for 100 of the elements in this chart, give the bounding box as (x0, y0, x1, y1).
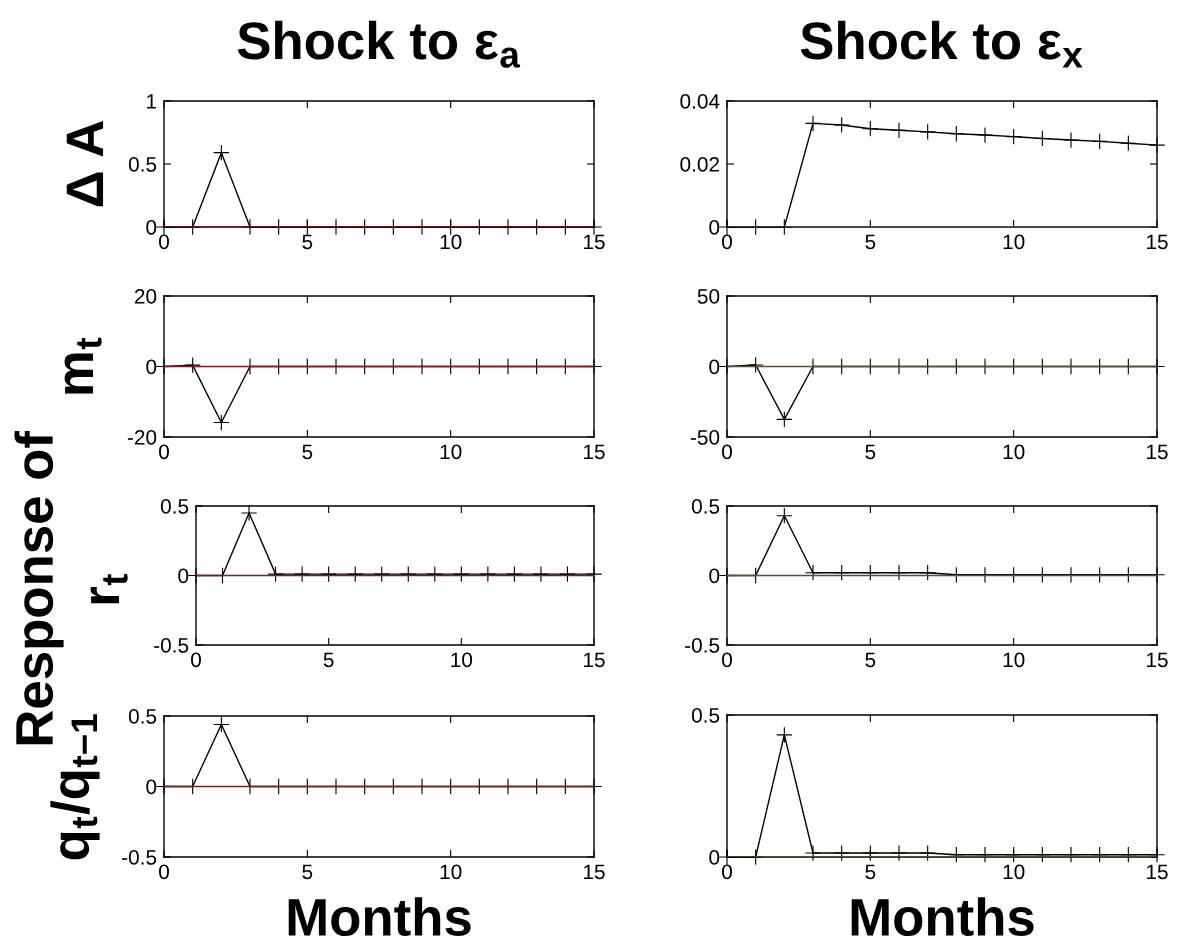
y-tick-label: 0.5 (691, 499, 720, 514)
point (919, 844, 936, 862)
x-axis-title: Months (288, 897, 471, 937)
y-tick-label: 0.5 (128, 157, 157, 172)
y-tick-label: -0.5 (685, 638, 720, 653)
point (833, 116, 850, 134)
point (1120, 135, 1137, 152)
point (320, 565, 337, 583)
x-tick-label: 5 (302, 864, 313, 880)
x-tick-label: 15 (584, 652, 605, 668)
point (1034, 846, 1051, 863)
x-tick-label: 10 (440, 444, 462, 460)
x-tick-label: 5 (865, 652, 876, 668)
y-axis-title: m$_{t}$ (64, 337, 102, 394)
point (426, 565, 443, 583)
y-tick-label: 0 (709, 359, 720, 375)
x-tick-label: 15 (584, 234, 605, 250)
x-tick-label: 5 (865, 444, 876, 460)
y-tick-label: 0.5 (128, 709, 157, 724)
x-tick-label: 10 (451, 652, 473, 668)
point (948, 125, 965, 142)
point (747, 356, 764, 374)
point (976, 126, 994, 144)
point (1005, 128, 1022, 145)
x-tick-label: 10 (440, 864, 462, 880)
y-tick-label: 1 (147, 94, 157, 109)
y-tick-label: -50 (690, 430, 720, 445)
point (1091, 133, 1108, 150)
point (400, 565, 417, 583)
x-tick-label: 15 (584, 864, 605, 880)
x-tick-label: 10 (1003, 652, 1025, 668)
y-tick-label: 0 (146, 779, 157, 795)
y-tick-label: 0 (709, 220, 720, 235)
y-tick-label: 20 (134, 289, 157, 304)
point (862, 844, 879, 862)
x-axis-title: Months (851, 897, 1034, 937)
point (833, 844, 850, 862)
x-tick-label: 10 (1003, 864, 1025, 880)
y-tick-label: 0 (709, 850, 720, 865)
point (862, 564, 879, 581)
y-tick-label: 50 (697, 289, 720, 304)
point (347, 565, 364, 583)
point (506, 565, 523, 583)
point (919, 564, 936, 581)
point (293, 565, 311, 583)
y-tick-label: 0.5 (160, 499, 189, 514)
point (1062, 131, 1080, 149)
x-tick-label: 0 (722, 444, 732, 460)
x-tick-label: 15 (1147, 234, 1168, 250)
x-tick-label: 10 (1003, 234, 1025, 250)
x-tick-label: 0 (722, 864, 732, 880)
x-tick-label: 15 (584, 444, 605, 460)
x-tick-label: 15 (1147, 864, 1168, 880)
point (1091, 846, 1108, 863)
y-tick-label: 0 (146, 359, 157, 375)
point (1062, 846, 1080, 863)
x-tick-label: 0 (722, 652, 732, 668)
point (373, 565, 390, 583)
x-tick-label: 10 (440, 234, 462, 250)
point (479, 565, 497, 583)
point (804, 115, 822, 132)
point (890, 122, 908, 139)
point (559, 565, 576, 583)
point (862, 120, 879, 137)
y-tick-label: 0.5 (691, 708, 720, 723)
point (776, 411, 793, 428)
x-tick-label: 0 (191, 652, 201, 668)
y-tick-label: 0 (178, 568, 189, 584)
y-tick-label: 0 (146, 220, 157, 235)
point (776, 507, 793, 524)
point (833, 564, 850, 581)
y-tick-label: 0.02 (680, 157, 720, 172)
point (804, 844, 822, 862)
y-tick-label: -0.5 (122, 850, 157, 865)
chart-title: Shock to ε$_{x}$ (800, 20, 1083, 68)
point (976, 846, 994, 863)
y-tick-label: 0 (709, 568, 720, 584)
point (804, 564, 822, 581)
point (532, 565, 550, 583)
point (919, 123, 936, 141)
point (776, 726, 793, 744)
y-tick-label: -20 (127, 430, 157, 445)
x-tick-label: 0 (722, 234, 732, 250)
point (1034, 130, 1051, 147)
point (240, 504, 258, 522)
y-tick-label: 0.04 (680, 94, 720, 109)
x-tick-label: 5 (865, 234, 876, 250)
x-tick-label: 5 (302, 234, 313, 250)
point (890, 844, 908, 862)
x-tick-label: 5 (865, 864, 876, 880)
x-tick-label: 10 (1003, 444, 1025, 460)
x-tick-label: 15 (1147, 444, 1168, 460)
y-axis-title: Δ A (66, 121, 104, 207)
point (948, 846, 965, 863)
x-tick-label: 5 (302, 444, 313, 460)
y-tick-label: -0.5 (154, 638, 189, 653)
point (267, 565, 284, 583)
point (1120, 846, 1137, 863)
point (1005, 846, 1022, 863)
point (184, 356, 201, 374)
